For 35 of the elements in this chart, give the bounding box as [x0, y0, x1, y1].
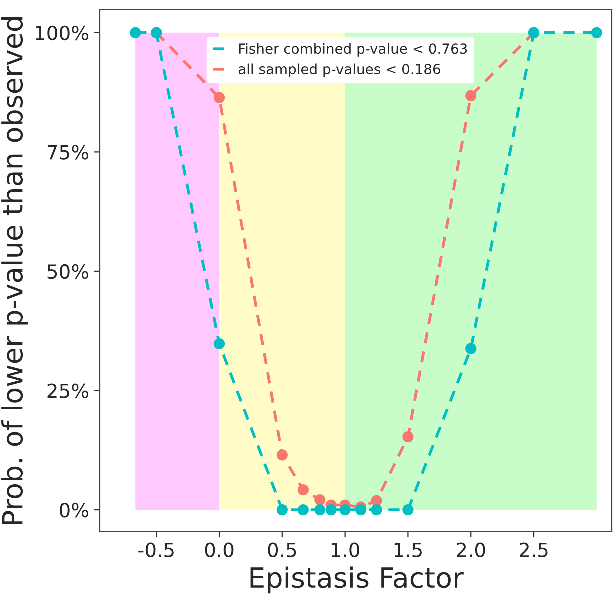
point — [276, 504, 288, 516]
point — [340, 504, 351, 516]
legend-label: Fisher combined p-value < 0.763 — [239, 43, 468, 57]
y-tick-label: 100% — [36, 26, 89, 41]
point — [298, 504, 309, 516]
point — [402, 504, 414, 516]
y-tick-label: 50% — [48, 264, 89, 280]
point — [466, 90, 477, 102]
point — [298, 484, 309, 496]
point — [214, 92, 226, 104]
point — [130, 27, 142, 38]
point — [326, 504, 337, 516]
legend-label: all sampled p-values < 0.186 — [238, 64, 440, 78]
y-tick-label: 75% — [48, 145, 89, 160]
point — [371, 495, 382, 507]
x-tick-label: 2.5 — [520, 542, 548, 558]
point — [591, 27, 602, 38]
y-tick-label: 0% — [60, 503, 89, 518]
y-axis-title: Prob. of lower p-value than observed — [2, 17, 28, 524]
point — [371, 504, 382, 516]
point — [214, 338, 226, 350]
point — [466, 343, 477, 354]
x-axis-title: Epistasis Factor — [250, 566, 464, 594]
x-tick-label: 1.0 — [332, 542, 360, 558]
x-tick-label: 2.0 — [457, 542, 486, 558]
x-tick-label: 0.0 — [205, 542, 234, 558]
point — [355, 504, 367, 516]
y-tick-label: 25% — [48, 384, 89, 398]
x-tick-label: 0.5 — [268, 542, 296, 558]
point — [314, 504, 326, 516]
point — [314, 494, 326, 506]
point — [402, 431, 414, 443]
x-tick-label: 1.5 — [394, 543, 422, 558]
point — [276, 450, 288, 461]
x-tick-label: -0.5 — [138, 542, 174, 558]
